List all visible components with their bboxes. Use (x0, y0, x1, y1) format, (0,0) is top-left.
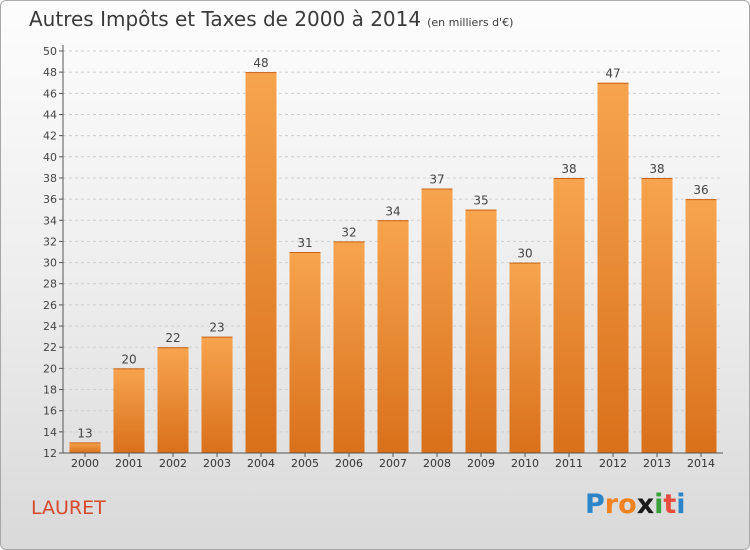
logo-letter: i (654, 489, 664, 520)
logo-letter: t (663, 489, 677, 520)
x-tick-label: 2004 (247, 457, 275, 470)
bar (377, 220, 409, 453)
x-tick-label: 2001 (115, 457, 143, 470)
logo-letter: i (676, 489, 686, 520)
x-tick-label: 2002 (159, 457, 187, 470)
data-label: 35 (473, 194, 488, 208)
x-tick-label: 2012 (599, 457, 627, 470)
x-tick-label: 2009 (467, 457, 495, 470)
bar (597, 82, 629, 453)
data-label: 48 (253, 56, 268, 70)
y-tick-label: 30 (43, 257, 57, 270)
data-label: 36 (693, 183, 708, 197)
data-label: 38 (649, 162, 664, 176)
bar (509, 262, 541, 453)
x-tick-label: 2005 (291, 457, 319, 470)
axes (59, 45, 723, 457)
bar (641, 177, 673, 453)
bar (289, 252, 321, 453)
bar (685, 199, 717, 453)
y-tick-label: 44 (43, 108, 57, 121)
x-tick-label: 2006 (335, 457, 363, 470)
x-tick-label: 2014 (687, 457, 715, 470)
x-tick-label: 2008 (423, 457, 451, 470)
commune-name: LAURET (31, 497, 106, 519)
bar (553, 177, 585, 453)
y-tick-label: 22 (43, 341, 57, 354)
bar (69, 442, 101, 453)
logo-letter: x (636, 489, 655, 520)
x-tick-label: 2010 (511, 457, 539, 470)
logo-letter: r (604, 489, 619, 520)
y-tick-label: 28 (43, 278, 57, 291)
y-tick-label: 38 (43, 172, 57, 185)
x-tick-label: 2003 (203, 457, 231, 470)
logo-letter: o (618, 489, 637, 520)
data-label: 47 (605, 67, 620, 81)
y-tick-label: 48 (43, 66, 57, 79)
data-label: 38 (561, 162, 576, 176)
x-tick-label: 2011 (555, 457, 583, 470)
y-tick-label: 20 (43, 362, 57, 375)
data-label: 32 (341, 225, 356, 239)
data-label: 20 (121, 352, 136, 366)
data-label: 37 (429, 173, 444, 187)
y-tick-label: 18 (43, 384, 57, 397)
bar (157, 347, 189, 453)
y-tick-label: 24 (43, 320, 57, 333)
data-label: 23 (209, 321, 224, 335)
data-label: 31 (297, 236, 312, 250)
logo-letter: P (585, 489, 605, 520)
x-tick-label: 2013 (643, 457, 671, 470)
y-tick-label: 14 (43, 426, 57, 439)
y-tick-label: 50 (43, 45, 57, 58)
bar (421, 188, 453, 454)
x-tick-label: 2000 (71, 457, 99, 470)
chart-title: Autres Impôts et Taxes de 2000 à 2014 (en… (29, 7, 513, 31)
bar (465, 209, 497, 453)
bars (69, 72, 717, 454)
y-tick-label: 46 (43, 87, 57, 100)
y-tick-label: 26 (43, 299, 57, 312)
labels: 12 14 16 18 20 22 24 26 28 30 32 34 36 38 40 42 44 46 48 50… (43, 45, 715, 470)
bar (201, 336, 233, 453)
y-tick-label: 42 (43, 130, 57, 143)
y-tick-label: 34 (43, 214, 57, 227)
data-label: 34 (385, 204, 400, 218)
bar (113, 368, 145, 453)
y-tick-label: 40 (43, 151, 57, 164)
data-label: 30 (517, 247, 532, 261)
y-tick-label: 16 (43, 405, 57, 418)
bar (333, 241, 365, 453)
chart-title-text: Autres Impôts et Taxes de 2000 à 2014 (29, 7, 422, 31)
y-tick-label: 32 (43, 235, 57, 248)
y-tick-label: 36 (43, 193, 57, 206)
chart-subtitle: (en milliers d'€) (427, 16, 514, 29)
data-label: 22 (165, 331, 180, 345)
y-tick-label: 12 (43, 447, 57, 460)
x-tick-label: 2007 (379, 457, 407, 470)
bar (245, 72, 277, 453)
proxiti-logo[interactable]: Proxiti (585, 489, 686, 520)
data-label: 13 (77, 426, 92, 440)
